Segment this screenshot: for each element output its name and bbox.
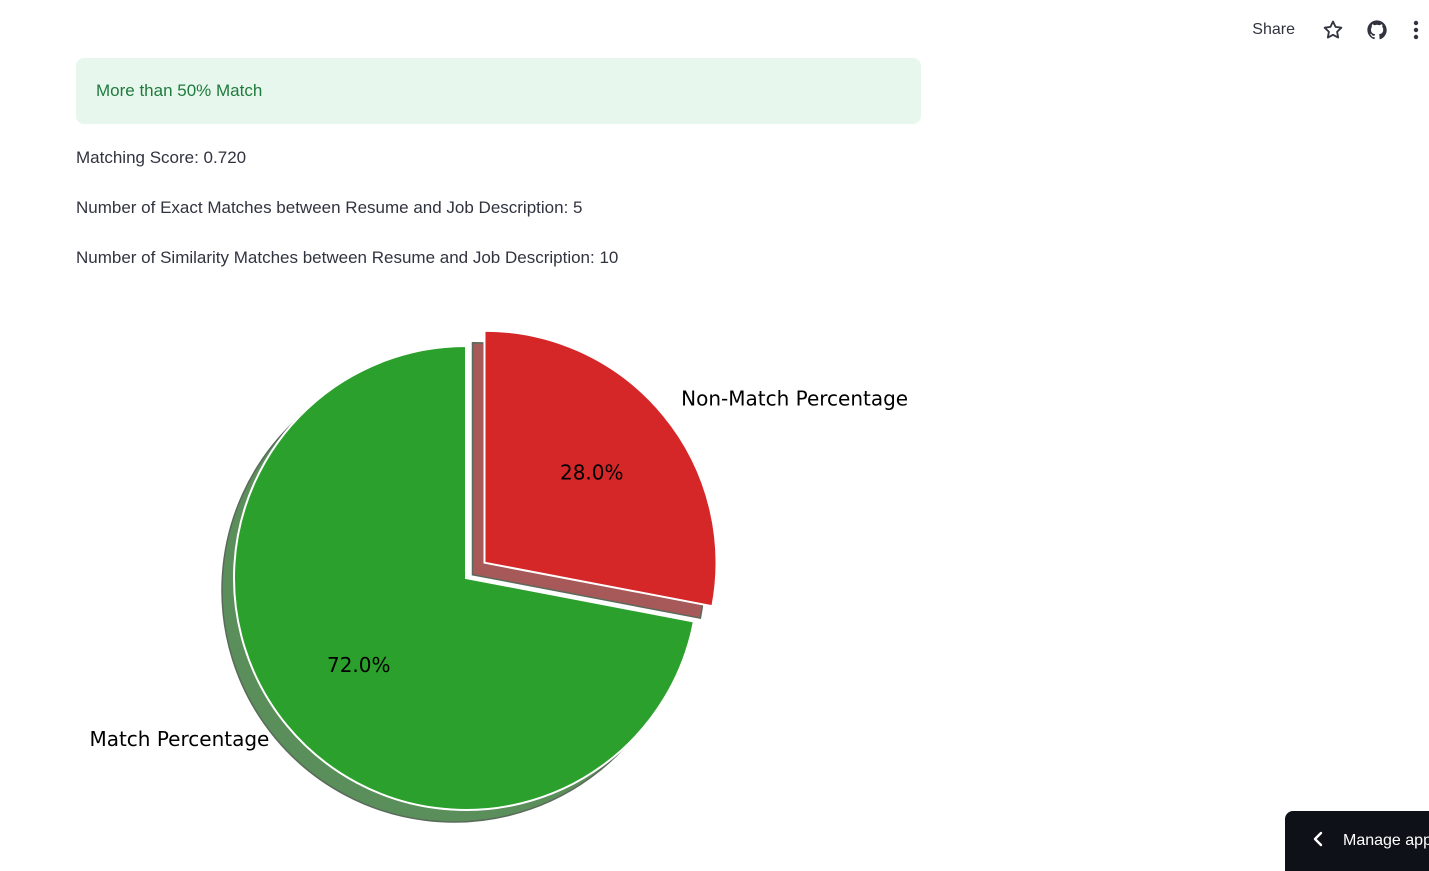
pie-slice-non-match [483, 329, 718, 608]
app-toolbar: Share [1242, 14, 1429, 46]
pie-pct-label: 72.0% [327, 653, 391, 677]
matching-score-text: Matching Score: 0.720 [76, 148, 247, 167]
success-alert: More than 50% Match [76, 58, 921, 124]
similarity-matches-text: Number of Similarity Matches between Res… [76, 248, 619, 267]
chevron-left-icon [1313, 831, 1323, 852]
match-pie-chart: 72.0% Match Percentage 28.0% Non-Match Perc… [89, 329, 908, 823]
alert-text: More than 50% Match [96, 81, 263, 100]
pie-pct-label: 28.0% [560, 460, 624, 484]
github-icon[interactable] [1361, 14, 1393, 46]
pie-category-label: Match Percentage [89, 727, 269, 751]
share-button[interactable]: Share [1252, 21, 1295, 38]
manage-app-button[interactable]: Manage app [1285, 811, 1429, 871]
more-vertical-icon[interactable] [1403, 14, 1429, 46]
pie-slice-match [233, 344, 696, 811]
star-icon[interactable] [1317, 14, 1349, 46]
exact-matches-text: Number of Exact Matches between Resume a… [76, 198, 583, 217]
manage-app-label: Manage app [1343, 832, 1429, 849]
pie-category-label: Non-Match Percentage [681, 387, 908, 411]
